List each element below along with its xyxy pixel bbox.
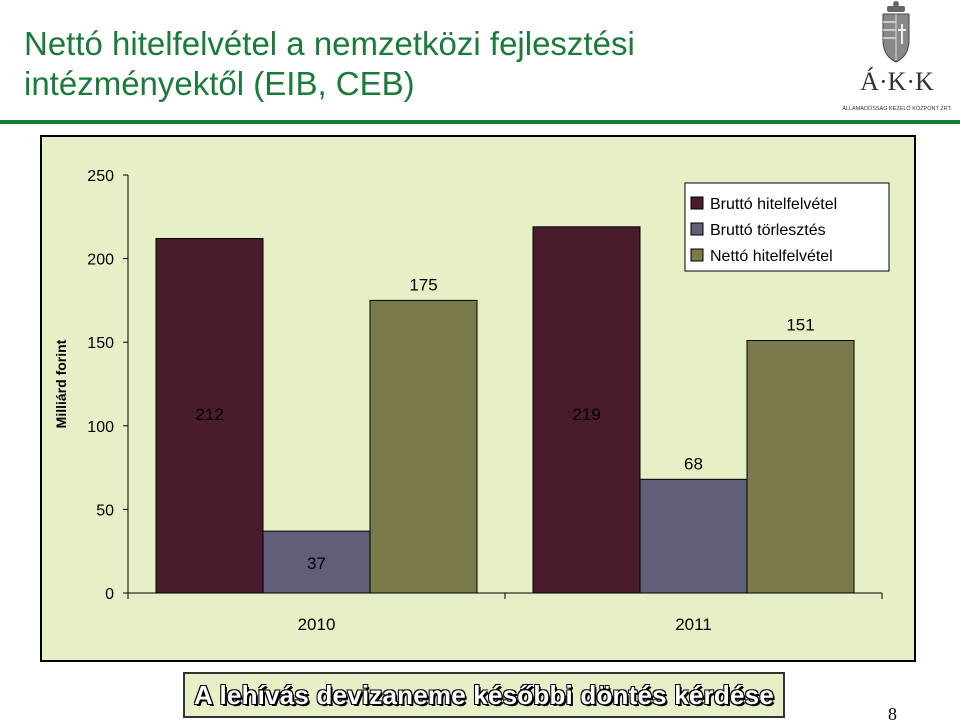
logo-text: Á·K·K xyxy=(860,67,934,96)
legend-swatch xyxy=(690,248,704,262)
y-tick-label: 150 xyxy=(87,335,114,352)
bar-1 xyxy=(532,226,641,594)
x-category-label: 2010 xyxy=(298,615,336,634)
y-tick-label: 100 xyxy=(87,419,114,436)
bar-chart: 0 50 100 150 200 250 Milliárd forint 212 37 175 20… xyxy=(53,168,890,634)
bar-2 xyxy=(639,478,748,594)
data-label: 219 xyxy=(572,405,600,424)
bar-3 xyxy=(746,340,855,594)
page-number: 8 xyxy=(888,704,897,724)
y-tick-label: 0 xyxy=(105,586,114,603)
header-divider xyxy=(0,120,960,124)
title-line-1: Nettó hitelfelvétel a nemzetközi fejlesz… xyxy=(24,25,635,62)
page-title: Nettó hitelfelvétel a nemzetközi fejlesz… xyxy=(24,24,804,104)
akk-logo: Á·K·K ÁLLAMADÓSSÁG KEZELŐ KÖZPONT ZRT. xyxy=(842,1,952,112)
title-line-2: intézményektől (EIB, CEB) xyxy=(24,65,415,102)
x-category-label: 2011 xyxy=(675,615,712,634)
legend-box xyxy=(684,182,890,272)
data-label: 68 xyxy=(684,454,703,473)
legend-label: Bruttó törlesztés xyxy=(710,222,826,239)
data-label: 151 xyxy=(786,316,814,335)
chart-panel: 0 50 100 150 200 250 Milliárd forint 212 37 175 20… xyxy=(40,135,916,662)
y-tick-label: 200 xyxy=(87,252,114,269)
legend-swatch xyxy=(690,222,704,236)
hungarian-coat-of-arms-icon xyxy=(882,1,910,63)
legend-label: Bruttó hitelfelvétel xyxy=(710,196,837,213)
data-label: 37 xyxy=(307,554,326,573)
legend-swatch xyxy=(690,196,704,210)
logo-subtext: ÁLLAMADÓSSÁG KEZELŐ KÖZPONT ZRT. xyxy=(842,105,952,112)
bar-3 xyxy=(369,299,478,594)
y-tick-label: 50 xyxy=(96,502,114,519)
y-tick-label: 250 xyxy=(87,168,114,185)
data-label: 212 xyxy=(195,405,223,424)
data-label: 175 xyxy=(409,275,437,294)
note-banner-text: A lehívás devizaneme későbbi döntés kérd… xyxy=(194,679,774,710)
y-axis-title: Milliárd forint xyxy=(53,339,69,428)
legend-label: Nettó hitelfelvétel xyxy=(710,248,833,265)
bar-1 xyxy=(155,238,264,594)
note-banner: A lehívás devizaneme későbbi döntés kérd… xyxy=(183,672,785,718)
